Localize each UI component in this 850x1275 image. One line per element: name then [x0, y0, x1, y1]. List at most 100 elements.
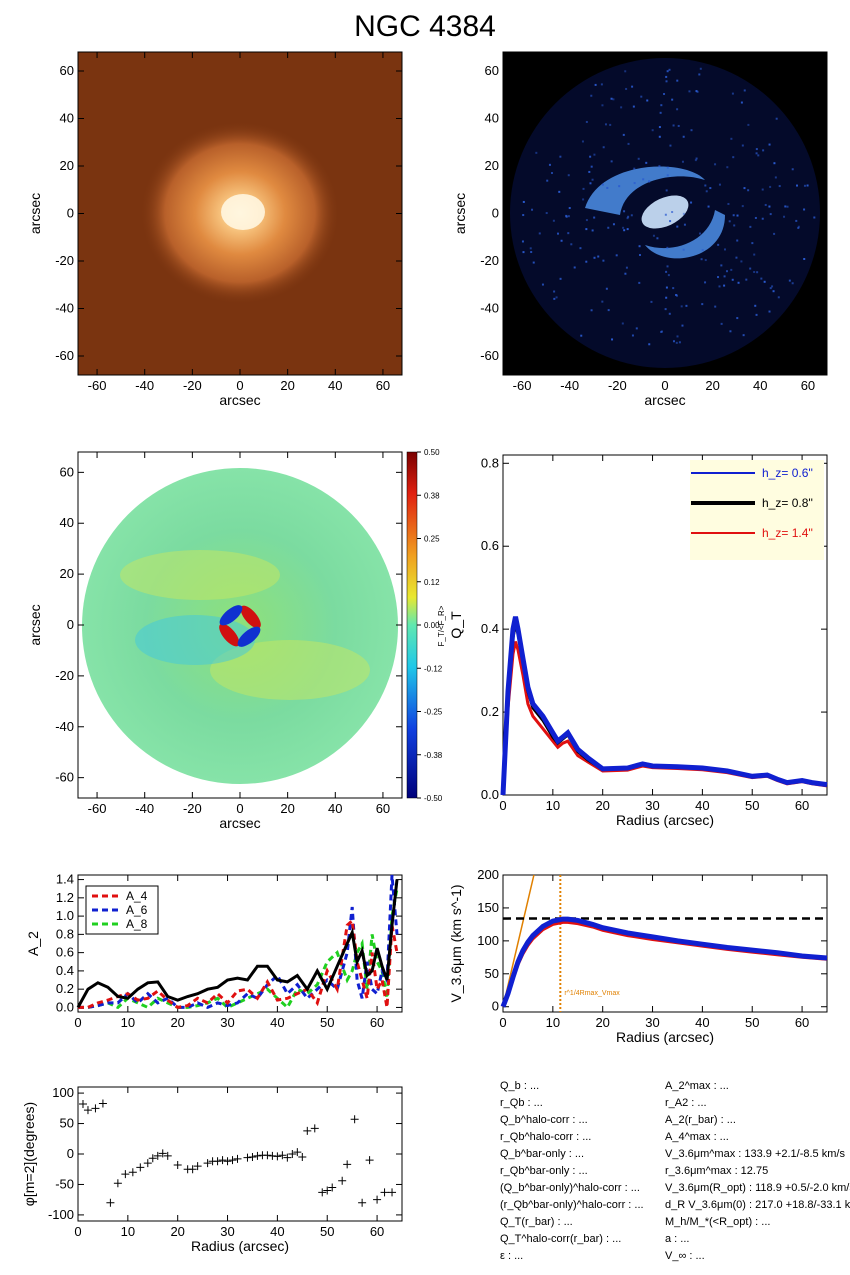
noise-speck — [585, 260, 588, 263]
phase-point — [293, 1148, 302, 1157]
amplitude-series-line — [76, 879, 399, 1009]
y-axis-label: Q_T — [448, 611, 464, 639]
noise-speck — [714, 305, 717, 308]
phase-point — [248, 1153, 257, 1162]
plot-frame — [77, 1086, 403, 1222]
noise-speck — [648, 180, 651, 183]
noise-speck — [666, 70, 669, 73]
x-axis-label: arcsec — [644, 392, 685, 408]
x-tick-label: 0 — [236, 378, 243, 393]
noise-speck — [726, 166, 729, 169]
y-tick-label: -20 — [55, 668, 74, 683]
noise-speck — [550, 172, 553, 175]
stat-left-row: r_Qb^halo-corr : ... — [500, 1131, 592, 1143]
noise-speck — [612, 98, 615, 101]
colorbar-tick-label: -0.38 — [424, 751, 443, 760]
noise-speck — [624, 70, 627, 73]
noise-speck — [736, 239, 739, 242]
noise-speck — [604, 123, 607, 126]
phase-point — [263, 1151, 272, 1160]
noise-speck — [676, 108, 679, 111]
noise-speck — [630, 214, 633, 217]
noise-speck — [676, 225, 679, 228]
noise-speck — [749, 267, 752, 270]
x-tick-label: -60 — [88, 801, 107, 816]
noise-speck — [791, 168, 794, 171]
x-tick-label: 50 — [745, 1015, 759, 1030]
colorbar-tick-label: 0.00 — [424, 621, 440, 630]
noise-speck — [612, 223, 615, 226]
phase-point — [78, 1100, 87, 1109]
noise-speck — [791, 282, 794, 285]
noise-speck — [699, 67, 702, 70]
noise-speck — [552, 219, 555, 222]
noise-speck — [531, 208, 534, 211]
noise-speck — [627, 142, 630, 145]
noise-speck — [736, 214, 739, 217]
stat-left-row: Q_b^halo-corr : ... — [500, 1114, 588, 1126]
phase-point — [288, 1150, 297, 1158]
x-tick-label: 40 — [328, 378, 342, 393]
x-tick-label: 20 — [170, 1015, 184, 1030]
noise-speck — [560, 239, 563, 242]
stat-left-row: Q_b^bar-only : ... — [500, 1148, 585, 1160]
phase-point — [328, 1183, 337, 1192]
x-tick-label: 0 — [74, 1224, 81, 1239]
noise-speck — [768, 143, 771, 146]
x-tick-label: 0 — [499, 798, 506, 813]
x-tick-label: 50 — [320, 1015, 334, 1030]
noise-speck — [813, 216, 816, 219]
noise-speck — [582, 198, 585, 201]
phase-point — [358, 1198, 367, 1207]
x-tick-label: -60 — [513, 378, 532, 393]
phase-point — [228, 1156, 237, 1165]
x-tick-label: 60 — [370, 1015, 384, 1030]
colorbar — [406, 451, 418, 799]
noise-speck — [718, 285, 721, 288]
y-tick-label: 0 — [67, 617, 74, 632]
x-tick-label: 60 — [376, 801, 390, 816]
noise-speck — [633, 167, 636, 170]
noise-speck — [732, 214, 735, 217]
noise-speck — [607, 226, 610, 229]
noise-speck — [610, 97, 613, 100]
noise-speck — [651, 129, 654, 132]
noise-speck — [681, 324, 684, 327]
noise-speck — [704, 184, 707, 187]
noise-speck — [665, 80, 668, 83]
noise-speck — [757, 154, 760, 157]
noise-speck — [723, 284, 726, 287]
y-axis-label: φ[m=2](degrees) — [21, 1102, 37, 1206]
phase-point — [350, 1115, 359, 1124]
noise-speck — [623, 210, 626, 213]
legend-label: h_z= 0.8'' — [762, 496, 813, 510]
noise-speck — [666, 246, 669, 249]
phase-point — [213, 1157, 222, 1166]
noise-speck — [783, 215, 786, 218]
noise-speck — [555, 296, 558, 299]
y-tick-label: 200 — [477, 867, 499, 882]
y-tick-label: -40 — [480, 301, 499, 316]
noise-speck — [666, 166, 669, 169]
noise-speck — [631, 85, 634, 88]
noise-speck — [745, 278, 748, 281]
noise-speck — [558, 190, 561, 193]
y-tick-label: 100 — [52, 1085, 74, 1100]
stat-right-row: V_3.6μm^max : 133.9 +2.1/-8.5 km/s — [665, 1148, 845, 1160]
x-tick-label: -20 — [183, 378, 202, 393]
noise-speck — [774, 176, 777, 179]
noise-speck — [682, 248, 685, 251]
y-tick-label: 60 — [60, 63, 74, 78]
phase-point — [253, 1151, 262, 1160]
noise-speck — [717, 243, 720, 246]
x-tick-label: 60 — [795, 1015, 809, 1030]
noise-speck — [522, 251, 525, 254]
noise-speck — [659, 111, 662, 114]
x-tick-label: 20 — [280, 801, 294, 816]
noise-speck — [638, 245, 641, 248]
qt-series-line — [500, 616, 828, 796]
noise-speck — [729, 330, 732, 333]
y-tick-label: 0.2 — [481, 704, 499, 719]
noise-speck — [593, 256, 596, 259]
phase-point — [243, 1153, 252, 1162]
